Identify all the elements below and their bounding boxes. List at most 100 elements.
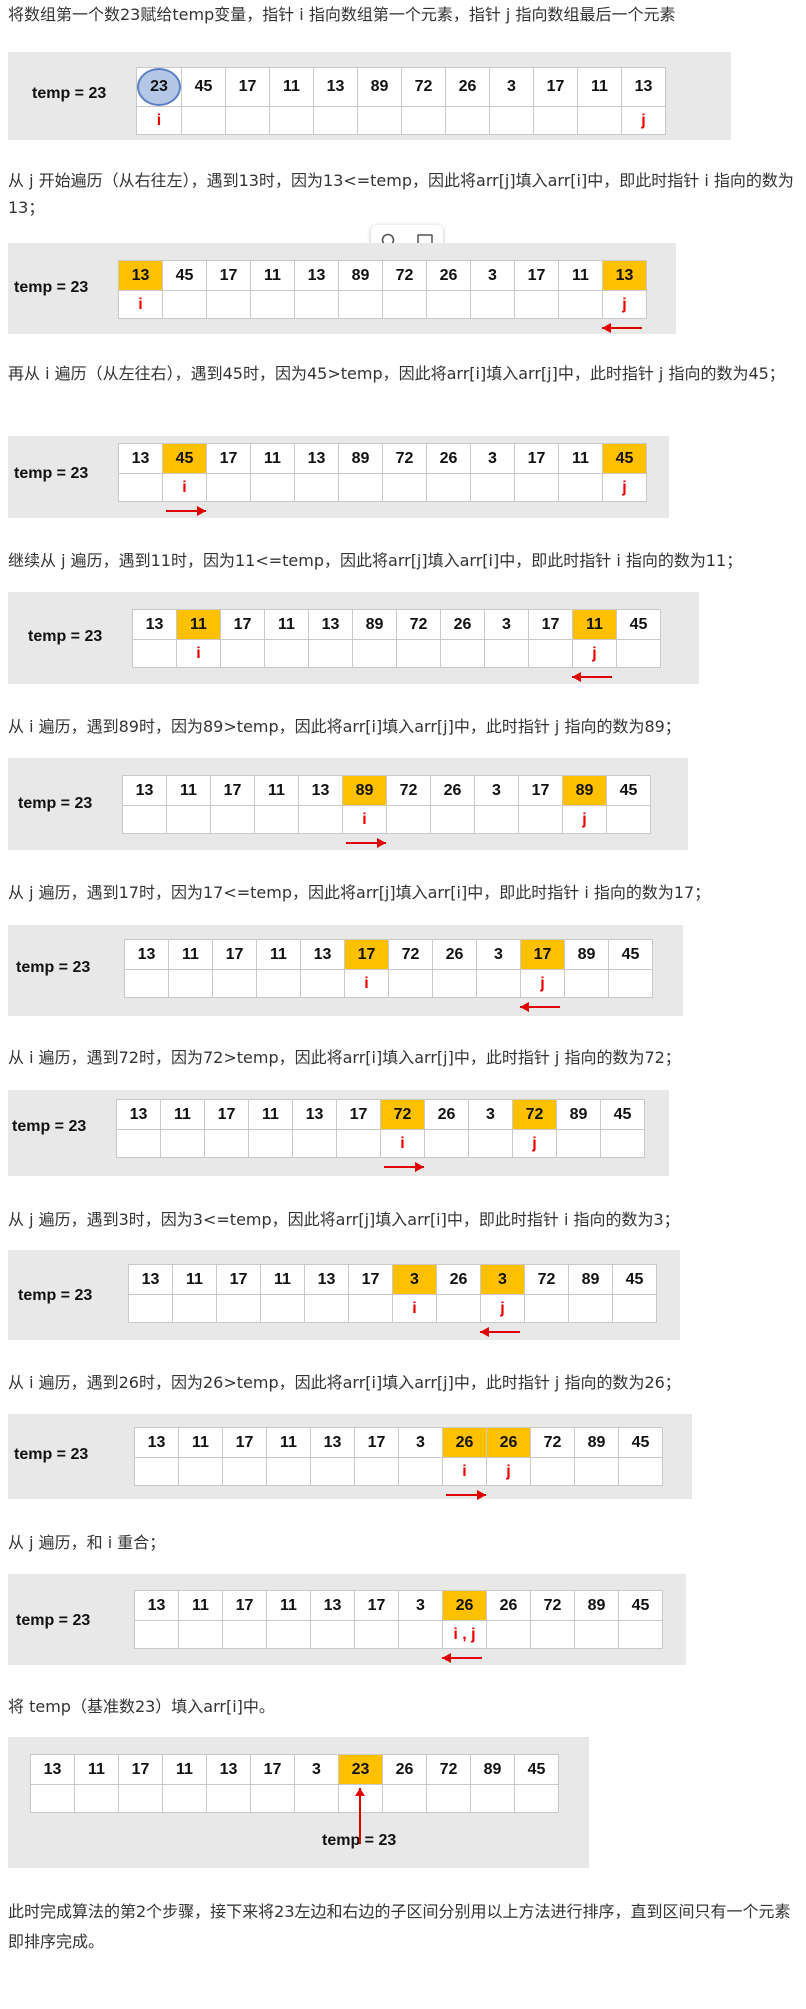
pointer-cell: j (562, 805, 607, 834)
pointer-cell (436, 1294, 481, 1323)
pointer-cell (518, 805, 563, 834)
pointer-cell (178, 1620, 223, 1649)
value-row: 13 45 17 11 13 89 72 26 3 17 11 45 (118, 443, 647, 474)
array-cell: 11 (266, 1427, 311, 1458)
array-cell: 17 (206, 443, 251, 474)
array-cell: 11 (168, 939, 213, 970)
pointer-cell (248, 1129, 293, 1158)
current-value-circle: 23 (137, 68, 181, 106)
array-cell: 11 (269, 67, 314, 107)
array-cell: 13 (298, 775, 343, 806)
array-cell: 45 (608, 939, 653, 970)
array-cell: 13 (310, 1590, 355, 1621)
array-cell: 17 (514, 260, 559, 291)
array-cell: 11 (254, 775, 299, 806)
pointer-cell (556, 1129, 601, 1158)
array-cell: 45 (618, 1590, 663, 1621)
pointer-cell (292, 1129, 337, 1158)
temp-label: temp = 23 (14, 1446, 89, 1463)
pointer-cell (206, 290, 251, 319)
pointer-cell: i (392, 1294, 437, 1323)
value-row: 13 45 17 11 13 89 72 26 3 17 11 13 (118, 260, 647, 291)
array-cell: 13 (132, 609, 177, 640)
array-cell: 45 (162, 443, 207, 474)
array-cell: 3 (480, 1264, 525, 1295)
temp-label: temp = 23 (32, 85, 107, 102)
array-cell: 89 (568, 1264, 613, 1295)
pointer-cell (445, 106, 490, 135)
array-cell: 17 (533, 67, 578, 107)
array-cell: 17 (518, 775, 563, 806)
pointer-cell (310, 1457, 355, 1486)
array-cell: 17 (528, 609, 573, 640)
array-cell: 26 (445, 67, 490, 107)
pointer-cell (260, 1294, 305, 1323)
pointer-cell (574, 1457, 619, 1486)
array-cell: 89 (352, 609, 397, 640)
array-cell: 26 (440, 609, 485, 640)
array-row: 13 11 17 11 13 17 3 26 26 72 89 45 i j (134, 1427, 663, 1486)
array-cell: 89 (357, 67, 402, 107)
pointer-cell: i (344, 969, 389, 998)
pointer-cell (568, 1294, 613, 1323)
pointer-cell: i (380, 1129, 425, 1158)
step-text-10: 从 j 遍历，和 i 重合； (8, 1533, 166, 1552)
array-cell: 13 (621, 67, 666, 107)
array-cell: 11 (248, 1099, 293, 1130)
pointer-cell (440, 639, 485, 668)
diagram-step-2: temp = 23 13 45 17 11 13 89 72 26 3 17 11 13 i j (8, 243, 676, 334)
pointer-cell (398, 1457, 443, 1486)
pointer-cell: i (118, 290, 163, 319)
array-cell: 72 (396, 609, 441, 640)
pointer-cell (470, 290, 515, 319)
array-cell: 72 (380, 1099, 425, 1130)
pointer-cell (256, 969, 301, 998)
array-cell: 11 (178, 1427, 223, 1458)
diagram-step-4: temp = 23 13 11 17 11 13 89 72 26 3 17 11 45 i j (8, 592, 699, 684)
array-cell: 11 (178, 1590, 223, 1621)
array-row: 23 45 17 11 13 89 72 26 3 17 11 13 i j (136, 67, 666, 135)
pointer-cell (116, 1129, 161, 1158)
array-row: 13 11 17 11 13 17 3 26 26 72 89 45 i , j (134, 1590, 663, 1649)
temp-label: temp = 23 (14, 465, 89, 482)
pointer-cell (564, 969, 609, 998)
pointer-cell (382, 1784, 427, 1813)
pointer-cell (250, 1784, 295, 1813)
pointer-cell (558, 473, 603, 502)
pointer-cell (128, 1294, 173, 1323)
pointer-cell (220, 639, 265, 668)
array-cell: 89 (556, 1099, 601, 1130)
pointer-cell (310, 1620, 355, 1649)
array-cell: 45 (600, 1099, 645, 1130)
pointer-cell (398, 1620, 443, 1649)
array-cell: 17 (220, 609, 265, 640)
array-cell: 23 (136, 67, 182, 107)
pointer-cell (484, 639, 529, 668)
array-cell: 72 (401, 67, 446, 107)
array-cell: 45 (606, 775, 651, 806)
pointer-cell (514, 473, 559, 502)
pointer-cell (30, 1784, 75, 1813)
array-cell: 26 (382, 1754, 427, 1785)
pointer-cell (577, 106, 622, 135)
temp-label: temp = 23 (16, 959, 91, 976)
array-cell: 72 (530, 1427, 575, 1458)
pointer-cell (530, 1457, 575, 1486)
temp-label: temp = 23 (14, 279, 89, 296)
array-cell: 89 (562, 775, 607, 806)
step-text-3: 再从 i 遍历（从左往右），遇到45时，因为45>temp，因此将arr[i]填… (8, 364, 785, 383)
array-cell: 11 (250, 260, 295, 291)
array-cell: 17 (212, 939, 257, 970)
array-cell: 23 (338, 1754, 383, 1785)
array-cell: 26 (442, 1590, 487, 1621)
array-cell: 26 (442, 1427, 487, 1458)
array-cell: 11 (266, 1590, 311, 1621)
pointer-cell (470, 473, 515, 502)
array-row: 13 45 17 11 13 89 72 26 3 17 11 45 i j (118, 443, 647, 502)
pointer-cell (612, 1294, 657, 1323)
array-cell: 45 (514, 1754, 559, 1785)
step-text-9: 从 i 遍历，遇到26时，因为26>temp，因此将arr[i]填入arr[j]… (8, 1373, 681, 1392)
array-cell: 3 (398, 1590, 443, 1621)
